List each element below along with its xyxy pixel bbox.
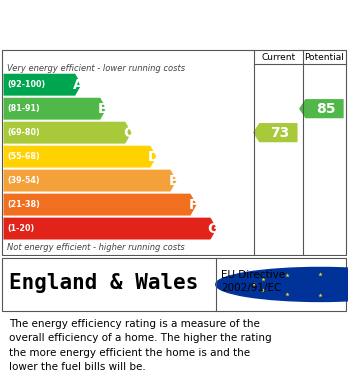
Text: EU Directive
2002/91/EC: EU Directive 2002/91/EC xyxy=(221,270,285,293)
Text: (21-38): (21-38) xyxy=(7,200,40,209)
Text: Energy Efficiency Rating: Energy Efficiency Rating xyxy=(10,16,240,34)
Polygon shape xyxy=(3,194,197,215)
Text: (69-80): (69-80) xyxy=(7,128,40,137)
Text: England & Wales: England & Wales xyxy=(9,273,198,293)
Text: Very energy efficient - lower running costs: Very energy efficient - lower running co… xyxy=(7,64,185,73)
Text: (55-68): (55-68) xyxy=(7,152,40,161)
Text: E: E xyxy=(168,174,178,188)
Circle shape xyxy=(216,267,348,301)
Polygon shape xyxy=(3,218,217,240)
Polygon shape xyxy=(3,122,132,143)
Text: Current: Current xyxy=(261,53,295,62)
Text: A: A xyxy=(73,78,83,92)
Text: The energy efficiency rating is a measure of the
overall efficiency of a home. T: The energy efficiency rating is a measur… xyxy=(9,319,271,372)
Text: 73: 73 xyxy=(270,126,290,140)
Polygon shape xyxy=(3,170,177,192)
Text: 85: 85 xyxy=(316,102,336,116)
Text: B: B xyxy=(98,102,108,116)
Polygon shape xyxy=(3,98,106,120)
Polygon shape xyxy=(3,74,81,96)
Text: (39-54): (39-54) xyxy=(7,176,40,185)
Text: (92-100): (92-100) xyxy=(7,80,45,89)
Text: C: C xyxy=(123,126,133,140)
Text: Not energy efficient - higher running costs: Not energy efficient - higher running co… xyxy=(7,243,185,252)
Text: (1-20): (1-20) xyxy=(7,224,34,233)
Text: (81-91): (81-91) xyxy=(7,104,40,113)
Polygon shape xyxy=(253,123,298,142)
Text: D: D xyxy=(147,150,159,164)
Text: G: G xyxy=(207,222,219,235)
Polygon shape xyxy=(3,146,157,168)
Text: F: F xyxy=(189,197,198,212)
Text: Potential: Potential xyxy=(304,53,345,62)
Polygon shape xyxy=(299,99,344,118)
